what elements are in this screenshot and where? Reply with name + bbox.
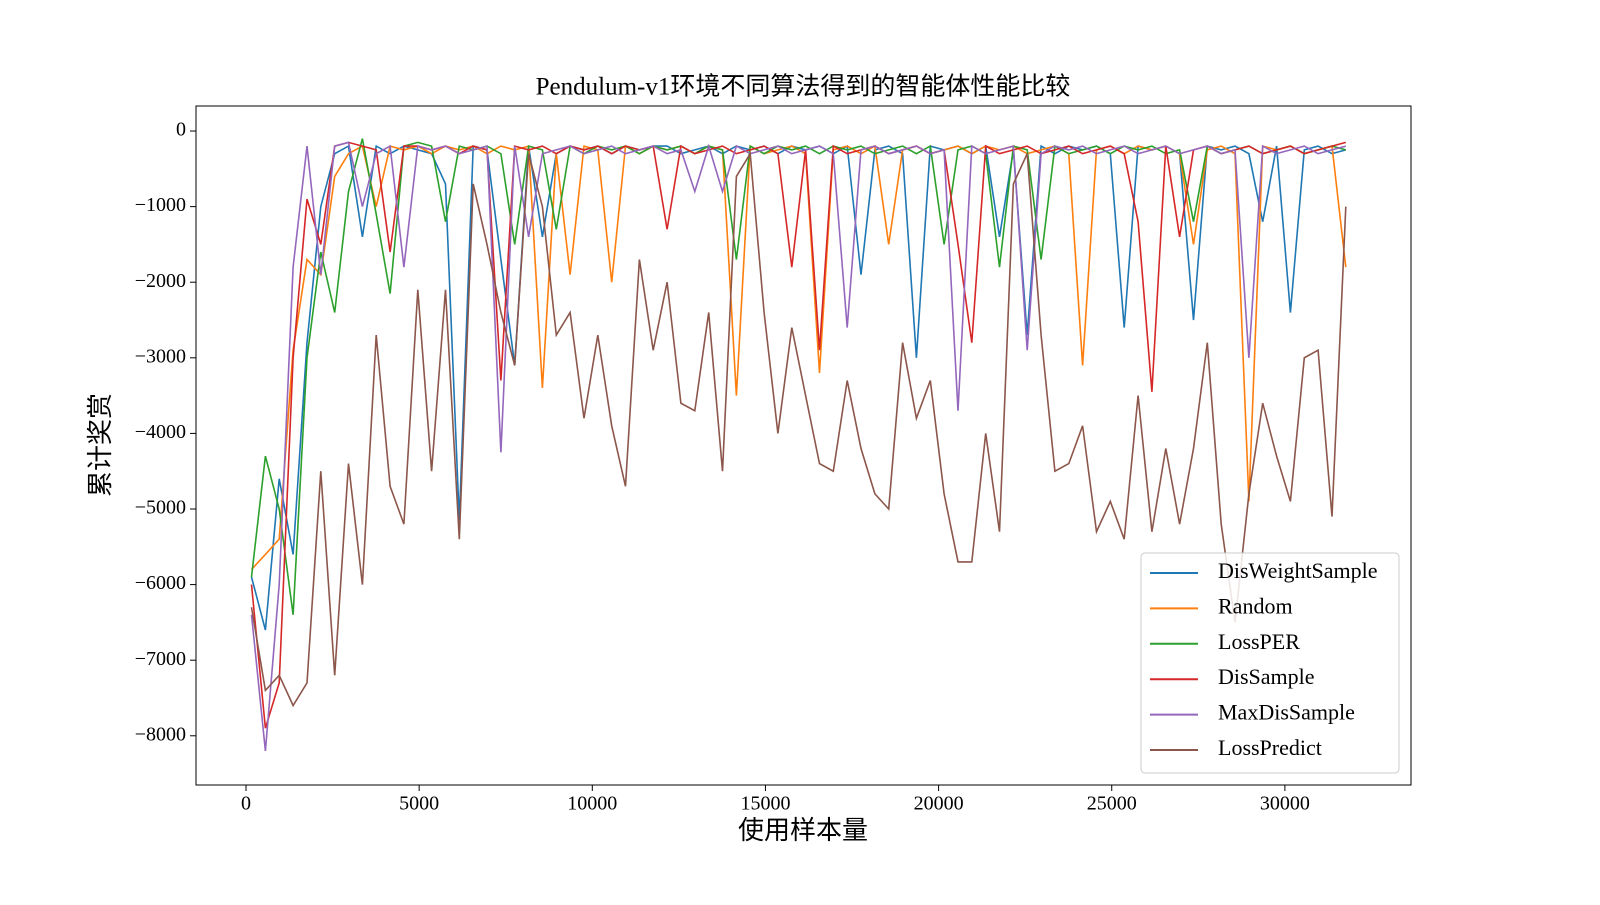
legend-label: LossPER [1218, 629, 1300, 654]
series-line [250, 138, 1347, 615]
x-tick-label: 0 [241, 793, 251, 815]
x-tick-label: 30000 [1260, 793, 1310, 815]
y-tick-label: −3000 [135, 345, 186, 367]
chart-title: Pendulum-v1环境不同算法得到的智能体性能比较 [536, 73, 1071, 101]
y-tick-label: −2000 [135, 270, 186, 292]
y-tick-label: 0 [176, 119, 186, 141]
y-tick-label: −6000 [135, 572, 186, 594]
x-tick-label: 25000 [1087, 793, 1137, 815]
legend-label: DisSample [1218, 664, 1315, 689]
y-tick-label: −5000 [135, 497, 186, 519]
x-tick-label: 15000 [740, 793, 790, 815]
legend: DisWeightSample Random LossPER DisSample Max… [1140, 552, 1400, 774]
y-axis-label: 累计奖赏 [86, 393, 115, 497]
legend-label: DisWeightSample [1218, 558, 1378, 583]
legend-label: MaxDisSample [1218, 700, 1355, 725]
x-tick-label: 10000 [567, 793, 617, 815]
series-line [250, 151, 1347, 708]
legend-label: Random [1218, 593, 1293, 618]
series-line [250, 141, 1347, 751]
x-tick-label: 20000 [914, 793, 964, 815]
y-tick-label: −8000 [135, 723, 186, 745]
legend-box [1140, 552, 1400, 774]
x-tick-label: 5000 [399, 793, 439, 815]
x-axis-label: 使用样本量 [738, 816, 868, 845]
y-tick-label: −4000 [135, 421, 186, 443]
plot-frame [195, 105, 1412, 786]
y-tick-label: −7000 [135, 648, 186, 670]
y-tick-label: −1000 [135, 194, 186, 216]
legend-label: LossPredict [1218, 735, 1322, 760]
